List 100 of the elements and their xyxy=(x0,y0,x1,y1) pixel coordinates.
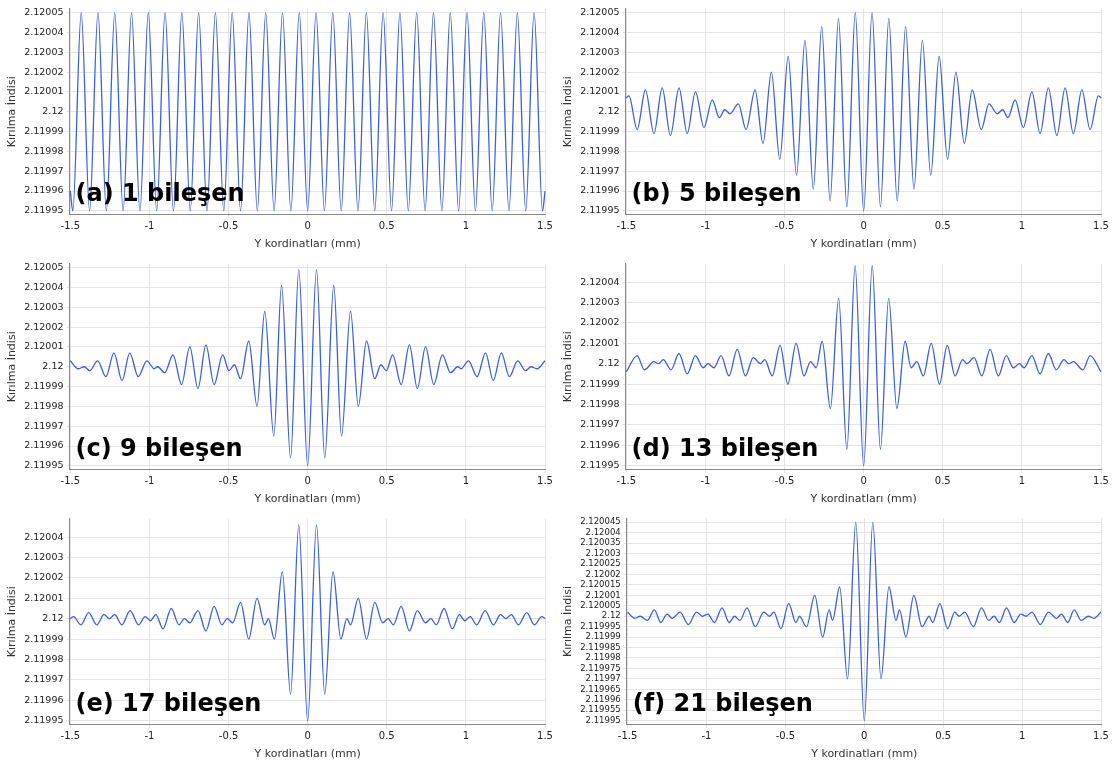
y-tick-label: 2.12004 xyxy=(585,526,621,537)
y-tick-label: 2.12004 xyxy=(24,280,64,292)
annotation: (d) 13 bileşen xyxy=(631,434,819,463)
y-tick-label: 2.11995 xyxy=(24,459,64,471)
y-tick-label: 2.12004 xyxy=(580,275,620,287)
x-tick-label: -0.5 xyxy=(774,475,795,487)
annotation: (f) 21 bileşen xyxy=(632,689,813,718)
y-tick-label: 2.12 xyxy=(598,105,620,117)
y-tick-label: 2.12002 xyxy=(580,65,620,77)
x-tick-label: 0.5 xyxy=(935,730,952,742)
y-tick-label: 2.12001 xyxy=(580,85,620,97)
x-tick-label: -1 xyxy=(701,730,712,742)
y-axis-title: Kırılma İndisi xyxy=(561,76,575,148)
x-tick-label: 1.5 xyxy=(1093,730,1109,742)
y-tick-label: 2.119975 xyxy=(580,662,621,673)
y-tick-label: 2.11998 xyxy=(580,397,620,409)
x-tick-label: 1 xyxy=(462,730,470,742)
y-tick-label: 2.11998 xyxy=(24,144,64,156)
x-tick-label: 0 xyxy=(860,220,867,232)
y-tick-label: 2.11999 xyxy=(585,631,621,642)
y-axis-title: Kırılma İndisi xyxy=(5,331,19,403)
x-tick-label: 1.5 xyxy=(537,475,553,487)
x-tick-label: 0 xyxy=(861,730,868,742)
x-tick-label: -1 xyxy=(700,475,711,487)
y-tick-label: 2.11995 xyxy=(580,459,620,471)
x-tick-label: 0.5 xyxy=(934,220,951,232)
y-tick-label: 2.11996 xyxy=(580,184,620,196)
x-tick-label: -0.5 xyxy=(775,730,796,742)
y-tick-label: 2.12005 xyxy=(24,6,64,18)
x-axis-title: Y kordinatları (mm) xyxy=(253,492,361,506)
annotation: (b) 5 bileşen xyxy=(631,179,802,208)
y-tick-label: 2.119965 xyxy=(580,683,621,694)
y-tick-label: 2.12003 xyxy=(580,45,620,57)
y-tick-label: 2.12 xyxy=(42,105,64,117)
y-tick-label: 2.119955 xyxy=(580,704,621,715)
x-tick-label: -1.5 xyxy=(60,220,81,232)
y-axis-title: Kırılma İndisi xyxy=(5,586,19,658)
y-tick-label: 2.12001 xyxy=(24,85,64,97)
x-tick-label: 1 xyxy=(1018,730,1026,742)
y-tick-label: 2.11997 xyxy=(24,164,64,176)
x-tick-label: -1.5 xyxy=(60,730,81,742)
x-axis-title: Y kordinatları (mm) xyxy=(809,492,917,506)
x-tick-label: 0 xyxy=(860,475,867,487)
y-tick-label: 2.12 xyxy=(42,612,64,624)
y-tick-label: 2.11995 xyxy=(580,204,620,216)
line-series xyxy=(626,521,1102,722)
y-tick-label: 2.12002 xyxy=(24,65,64,77)
y-tick-label: 2.120045 xyxy=(580,516,621,527)
x-tick-label: -1.5 xyxy=(616,220,637,232)
y-tick-label: 2.12001 xyxy=(24,340,64,352)
x-tick-label: -1.5 xyxy=(617,730,638,742)
x-tick-label: 1.5 xyxy=(537,220,553,232)
y-tick-label: 2.120015 xyxy=(580,579,621,590)
x-tick-label: 1.5 xyxy=(1093,220,1109,232)
y-tick-label: 2.12 xyxy=(42,360,64,372)
y-tick-label: 2.120005 xyxy=(580,599,621,610)
y-tick-label: 2.120035 xyxy=(580,537,621,548)
y-tick-label: 2.11999 xyxy=(24,125,64,137)
x-tick-label: -1.5 xyxy=(60,475,81,487)
y-tick-label: 2.11998 xyxy=(24,652,64,664)
x-tick-label: -0.5 xyxy=(218,220,239,232)
y-tick-label: 2.11997 xyxy=(24,673,64,685)
x-tick-label: -1 xyxy=(700,220,711,232)
y-tick-label: 2.11999 xyxy=(580,125,620,137)
y-tick-label: 2.11996 xyxy=(24,439,64,451)
y-tick-label: 2.12002 xyxy=(580,316,620,328)
y-tick-label: 2.12001 xyxy=(580,336,620,348)
y-tick-label: 2.11995 xyxy=(24,714,64,726)
y-tick-label: 2.12002 xyxy=(24,571,64,583)
y-tick-label: 2.11996 xyxy=(24,693,64,705)
x-tick-label: -0.5 xyxy=(218,730,239,742)
y-tick-label: 2.11997 xyxy=(24,419,64,431)
annotation: (e) 17 bileşen xyxy=(75,689,262,718)
x-axis-title: Y kordinatları (mm) xyxy=(253,237,361,251)
y-tick-label: 2.11996 xyxy=(585,693,621,704)
y-tick-label: 2.11997 xyxy=(580,418,620,430)
y-axis-title: Kırılma İndisi xyxy=(561,586,575,657)
y-tick-label: 2.11995 xyxy=(585,714,621,725)
y-tick-label: 2.12003 xyxy=(585,547,621,558)
y-tick-label: 2.11996 xyxy=(24,184,64,196)
y-tick-label: 2.12005 xyxy=(24,261,64,273)
y-tick-label: 2.12002 xyxy=(24,320,64,332)
x-tick-label: -0.5 xyxy=(218,475,239,487)
x-tick-label: 0.5 xyxy=(934,475,951,487)
y-tick-label: 2.12001 xyxy=(585,589,621,600)
x-tick-label: 0 xyxy=(304,475,311,487)
x-tick-label: 0 xyxy=(304,730,311,742)
y-tick-label: 2.11997 xyxy=(585,673,621,684)
y-tick-label: 2.11999 xyxy=(24,380,64,392)
x-tick-label: -1 xyxy=(144,220,155,232)
y-tick-label: 2.12 xyxy=(598,357,620,369)
y-tick-label: 2.12004 xyxy=(580,25,620,37)
x-tick-label: 1 xyxy=(462,475,470,487)
x-tick-label: 1 xyxy=(1018,220,1026,232)
y-tick-label: 2.11998 xyxy=(580,144,620,156)
y-tick-label: 2.11999 xyxy=(24,632,64,644)
x-axis-title: Y kordinatları (mm) xyxy=(809,237,917,251)
y-tick-label: 2.11998 xyxy=(585,652,621,663)
y-tick-label: 2.12002 xyxy=(585,568,621,579)
y-axis-title: Kırılma İndisi xyxy=(5,76,19,148)
